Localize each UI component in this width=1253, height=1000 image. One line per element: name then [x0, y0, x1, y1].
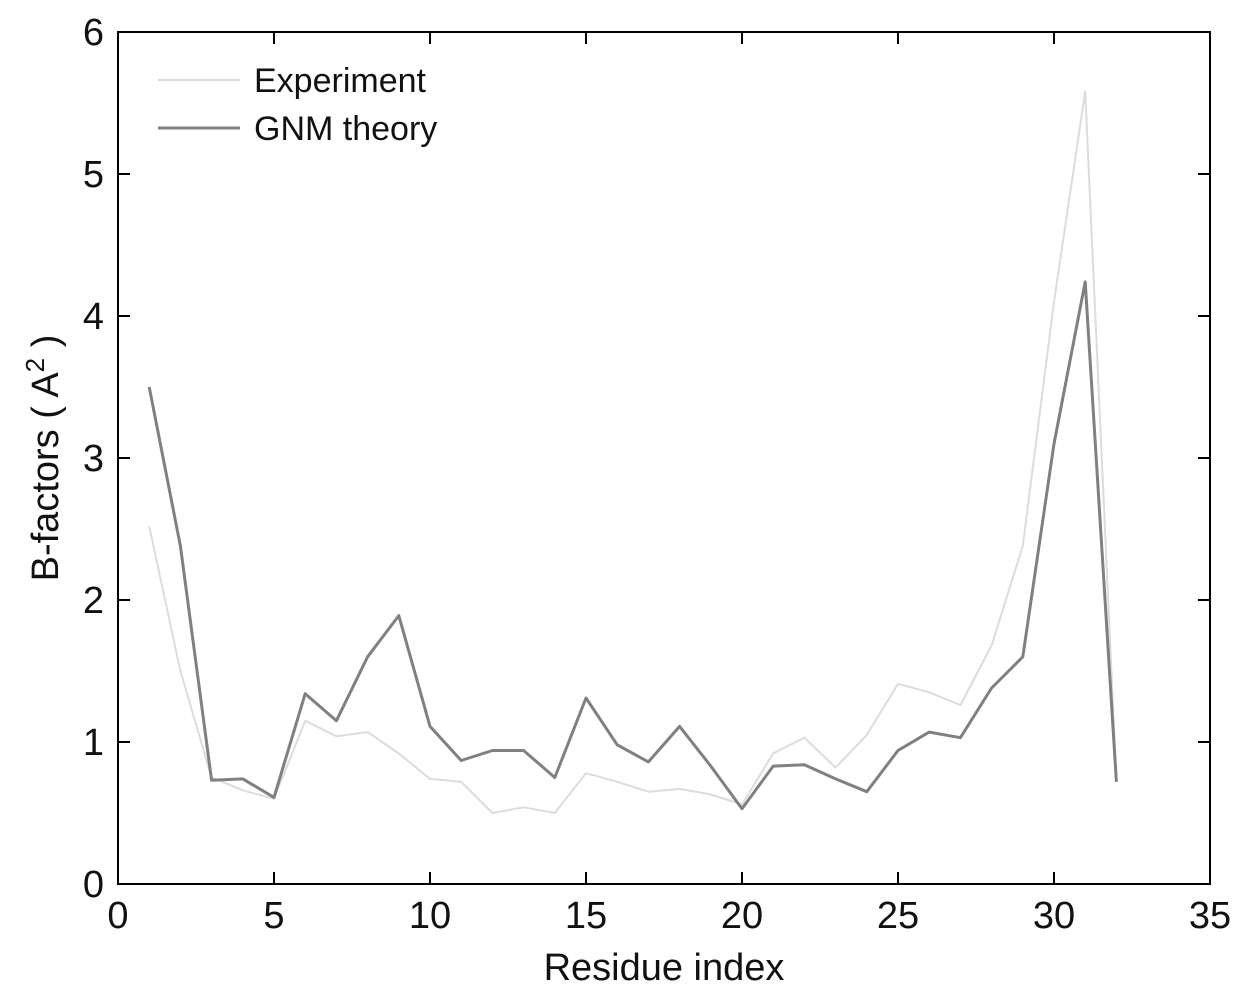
x-axis-title: Residue index: [544, 947, 785, 989]
x-tick-label: 35: [1189, 895, 1231, 937]
y-tick-label: 2: [83, 580, 104, 622]
x-tick-label: 20: [721, 895, 763, 937]
y-tick-label: 1: [83, 722, 104, 764]
x-tick-label: 25: [877, 895, 919, 937]
legend-label-gnm-theory: GNM theory: [254, 110, 437, 148]
y-tick-label: 4: [83, 296, 104, 338]
x-tick-label: 30: [1033, 895, 1075, 937]
legend-label-experiment: Experiment: [254, 62, 427, 100]
y-tick-label: 6: [83, 12, 104, 54]
x-tick-label: 0: [107, 895, 128, 937]
y-axis-title-main: B-factors ( A: [25, 372, 67, 582]
y-tick-label: 5: [83, 154, 104, 196]
series-line-experiment: [148, 90, 1118, 814]
y-axis-title-close: ): [25, 335, 67, 358]
y-axis-title: B-factors ( A2 ): [20, 335, 67, 582]
x-tick-label: 5: [263, 895, 284, 937]
series-line-gnm-theory: [147, 280, 1118, 811]
legend: Experiment GNM theory: [158, 62, 437, 148]
x-tick-label: 15: [565, 895, 607, 937]
y-tick-label: 0: [83, 864, 104, 906]
y-tick-label: 3: [83, 438, 104, 480]
series-layer: [147, 90, 1118, 814]
plot-frame: [117, 31, 1211, 885]
x-tick-label: 10: [409, 895, 451, 937]
ticks-layer: 0 5 10 15 20 25 30 35 0 1 2 3 4 5 6: [83, 12, 1231, 937]
y-axis-title-superscript: 2: [20, 358, 50, 372]
